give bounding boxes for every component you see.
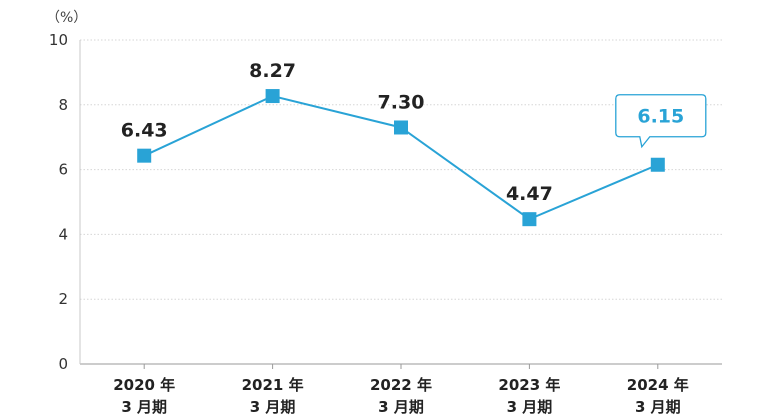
data-marker bbox=[265, 89, 280, 104]
x-tick-label: 2020 年 bbox=[113, 376, 175, 394]
x-tick-label: 3 月期 bbox=[121, 398, 167, 416]
x-tick-label: 3 月期 bbox=[635, 398, 681, 416]
highlight-callout bbox=[615, 94, 707, 149]
y-tick-label: 8 bbox=[58, 96, 68, 114]
y-tick-label: 10 bbox=[49, 31, 68, 49]
y-axis-ticks: 0 2 4 6 8 10 bbox=[49, 31, 68, 373]
x-tick-label: 3 月期 bbox=[250, 398, 296, 416]
series-line bbox=[143, 94, 659, 221]
data-label: 6.43 bbox=[121, 120, 168, 142]
x-tick-label: 2022 年 bbox=[370, 376, 432, 394]
data-label: 4.47 bbox=[506, 183, 553, 205]
x-tick-label: 2021 年 bbox=[242, 376, 304, 394]
data-marker bbox=[522, 212, 537, 227]
y-tick-label: 4 bbox=[58, 225, 68, 243]
callout-box bbox=[615, 94, 707, 149]
data-label: 8.27 bbox=[249, 60, 296, 82]
data-marker bbox=[137, 148, 152, 163]
markers bbox=[137, 89, 665, 227]
x-tick-label: 3 月期 bbox=[507, 398, 553, 416]
x-tick-label: 3 月期 bbox=[378, 398, 424, 416]
x-tick-label: 2023 年 bbox=[498, 376, 560, 394]
data-label: 7.30 bbox=[378, 91, 425, 113]
data-label: 6.15 bbox=[637, 106, 684, 128]
grid bbox=[80, 39, 722, 300]
y-tick-label: 6 bbox=[58, 161, 68, 179]
y-tick-label: 2 bbox=[58, 290, 68, 308]
data-marker bbox=[394, 120, 408, 135]
data-labels: 6.43 8.27 7.30 4.47 6.15 bbox=[121, 60, 684, 205]
y-tick-label: 0 bbox=[58, 355, 68, 373]
y-axis-unit: （%） bbox=[46, 10, 87, 26]
x-axis-ticks: 2020 年 3 月期 2021 年 3 月期 2022 年 3 月期 2023 年 3 月期… bbox=[113, 364, 689, 416]
data-marker bbox=[650, 157, 665, 172]
x-tick-label: 2024 年 bbox=[627, 376, 689, 394]
